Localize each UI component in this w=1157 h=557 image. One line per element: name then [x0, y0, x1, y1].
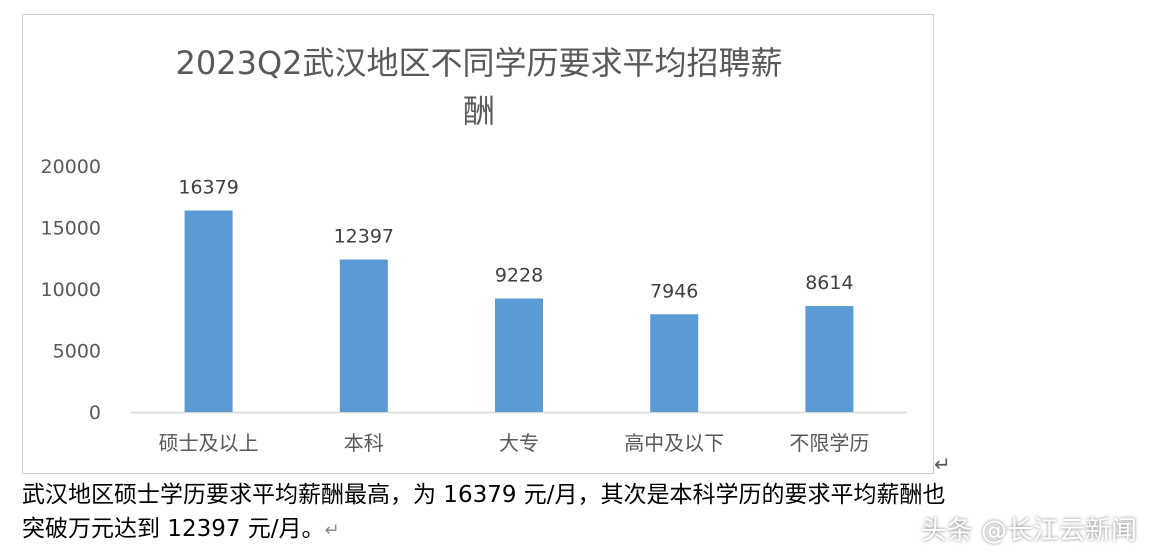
watermark: 头条 @长江云新闻 — [921, 510, 1137, 547]
paragraph-line-2-text: 突破万元达到 12397 元/月。 — [22, 516, 325, 542]
chart-frame: 2023Q2武汉地区不同学历要求平均招聘薪 酬 0 5000 10000 15000 2… — [22, 14, 934, 474]
bar-chart: 2023Q2武汉地区不同学历要求平均招聘薪 酬 0 5000 10000 15000 2… — [41, 44, 907, 455]
data-label: 7946 — [650, 280, 698, 302]
bar — [495, 298, 543, 412]
paragraph-line-2: 突破万元达到 12397 元/月。↵ — [22, 512, 1142, 548]
paragraph-line-1: 武汉地区硕士学历要求平均薪酬最高，为 16379 元/月，其次是本科学历的要求平… — [22, 482, 946, 508]
paragraph-mark: ↵ — [324, 520, 340, 541]
bar — [650, 314, 699, 412]
x-category-label: 硕士及以上 — [159, 431, 259, 455]
body-paragraph: 武汉地区硕士学历要求平均薪酬最高，为 16379 元/月，其次是本科学历的要求平… — [22, 478, 1142, 548]
bar — [339, 259, 388, 412]
y-tick-label: 20000 — [41, 156, 101, 178]
data-label: 8614 — [805, 272, 853, 294]
x-category-label: 本科 — [344, 431, 384, 455]
x-category-label: 高中及以下 — [624, 431, 724, 455]
frame-paragraph-mark: ↵ — [934, 452, 951, 476]
x-category-label: 不限学历 — [789, 431, 869, 455]
x-category-label: 大专 — [499, 431, 539, 455]
chart-title-line-2: 酬 — [463, 92, 495, 130]
y-tick-label: 0 — [89, 402, 101, 424]
watermark-text: 头条 @长江云新闻 — [920, 516, 1137, 546]
bar — [184, 210, 233, 412]
data-label: 16379 — [178, 177, 238, 199]
data-label: 12397 — [334, 226, 394, 248]
y-tick-label: 5000 — [53, 341, 101, 363]
y-tick-label: 10000 — [41, 279, 101, 301]
data-label: 9228 — [495, 264, 543, 286]
bar — [805, 306, 854, 412]
chart-title-line-1: 2023Q2武汉地区不同学历要求平均招聘薪 — [176, 44, 783, 82]
y-tick-label: 15000 — [41, 218, 101, 240]
